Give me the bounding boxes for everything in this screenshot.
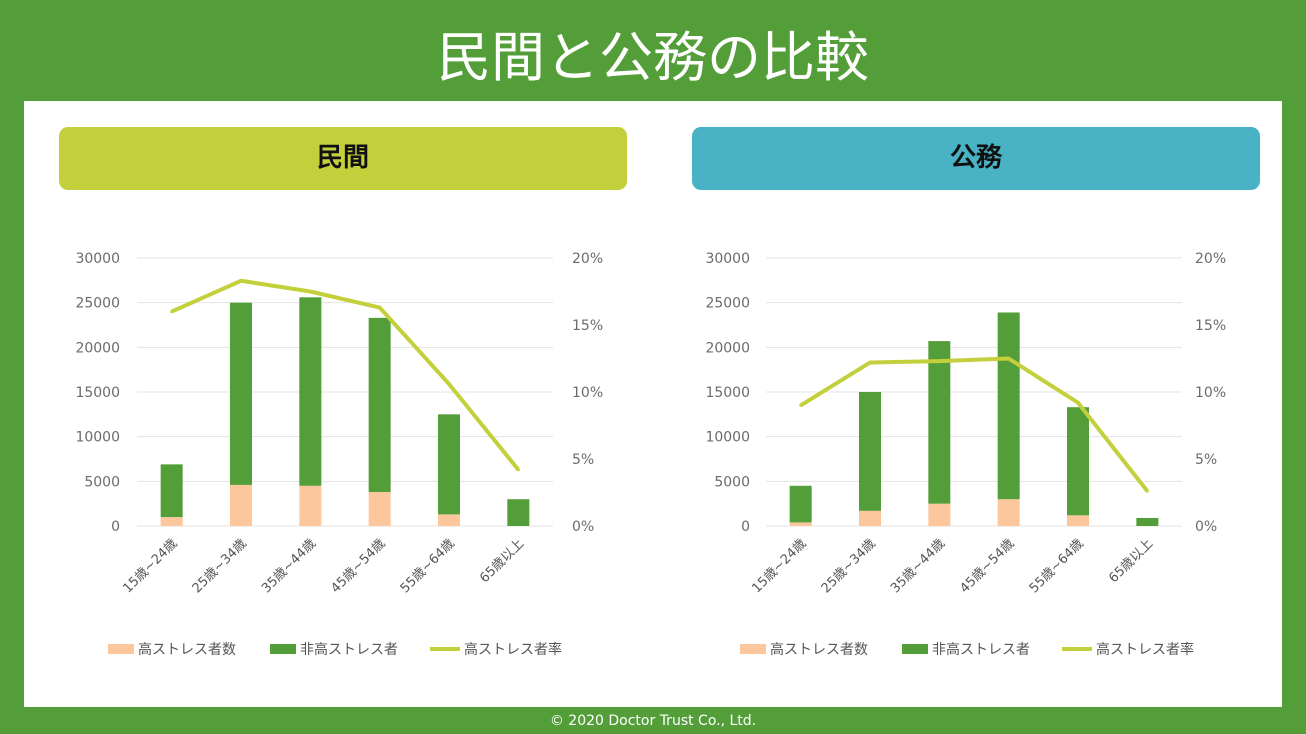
rate-line <box>170 278 520 471</box>
y-tick-label: 25000 <box>75 296 120 312</box>
rate-point <box>447 382 451 386</box>
y2-tick-label: 10% <box>572 385 603 401</box>
x-tick-label: 65歳以上 <box>1106 536 1156 586</box>
bar-high-stress <box>160 517 183 526</box>
y2-tick-label: 15% <box>572 318 603 334</box>
bar-non-high-stress <box>1136 517 1159 526</box>
rate-point <box>378 306 382 310</box>
y-tick-label: 25000 <box>705 296 750 312</box>
x-tick-label: 35歳~44歳 <box>888 536 948 596</box>
bar-non-high-stress <box>438 414 460 515</box>
rate-point <box>170 310 174 314</box>
bar-non-high-stress <box>997 312 1020 500</box>
bar-non-high-stress <box>160 464 183 518</box>
y-tick-label: 0 <box>111 519 120 535</box>
bar-non-high-stress <box>789 485 812 523</box>
y-tick-label: 10000 <box>75 430 120 446</box>
rate-point <box>1076 401 1080 405</box>
bar-high-stress <box>368 492 391 526</box>
rate-point <box>516 468 520 472</box>
bar-non-high-stress <box>299 297 322 486</box>
y-tick-label: 15000 <box>705 385 750 401</box>
bar-high-stress <box>438 514 460 526</box>
x-tick-label: 45歳~54歳 <box>957 536 1017 596</box>
bar-non-high-stress <box>507 499 530 526</box>
content-panel: 民間 公務 <box>24 101 1282 707</box>
rate-point <box>1145 489 1149 493</box>
rate-line <box>799 356 1149 493</box>
legend-label-non-high-stress: 非高ストレス者 <box>300 641 398 658</box>
y2-tick-label: 5% <box>572 452 594 468</box>
legend-swatch-non-high-stress <box>902 644 928 654</box>
bar-high-stress <box>859 510 881 526</box>
y-tick-label: 20000 <box>705 340 750 356</box>
rate-point <box>868 361 872 365</box>
y2-tick-label: 0% <box>572 519 594 535</box>
legend-swatch-non-high-stress <box>270 644 296 654</box>
x-tick-label: 55歳~64歳 <box>1027 536 1087 596</box>
y-tick-label: 5000 <box>84 474 120 490</box>
legend-label-high-stress: 高ストレス者数 <box>138 641 236 658</box>
bar-non-high-stress <box>230 302 252 485</box>
y-tick-label: 0 <box>741 519 750 535</box>
y-tick-label: 15000 <box>75 385 120 401</box>
bar-high-stress <box>1067 515 1089 526</box>
y-tick-label: 10000 <box>705 430 750 446</box>
private-sector-banner: 民間 <box>59 127 627 190</box>
y2-tick-label: 20% <box>1195 251 1226 267</box>
page-title: 民間と公務の比較 <box>437 26 869 89</box>
bar-high-stress <box>230 484 252 526</box>
legend-label-high-stress: 高ストレス者数 <box>770 641 868 658</box>
legend-swatch-high-stress <box>108 644 134 654</box>
legend-label-rate: 高ストレス者率 <box>1096 641 1194 658</box>
bar-non-high-stress <box>368 317 391 493</box>
bar-non-high-stress <box>859 392 881 511</box>
y2-tick-label: 20% <box>572 251 603 267</box>
bar-high-stress <box>928 503 951 526</box>
bar-non-high-stress <box>1067 407 1089 516</box>
rate-point <box>1007 357 1011 360</box>
legend-label-rate: 高ストレス者率 <box>464 641 562 658</box>
rate-point <box>937 359 941 363</box>
legend-swatch-high-stress <box>740 644 766 654</box>
rate-point <box>239 279 243 283</box>
y2-tick-label: 5% <box>1195 452 1217 468</box>
rate-point <box>799 403 803 407</box>
y-tick-label: 20000 <box>75 340 120 356</box>
x-tick-label: 15歳~24歳 <box>749 536 809 596</box>
y-tick-label: 30000 <box>75 251 120 267</box>
y2-tick-label: 0% <box>1195 519 1217 535</box>
copyright-footer: © 2020 Doctor Trust Co., Ltd. <box>549 713 757 729</box>
rate-point <box>308 290 312 293</box>
y2-tick-label: 10% <box>1195 385 1226 401</box>
bar-high-stress <box>789 522 812 526</box>
public-sector-banner: 公務 <box>692 127 1260 190</box>
y2-tick-label: 15% <box>1195 318 1226 334</box>
bar-high-stress <box>997 499 1020 526</box>
bar-non-high-stress <box>928 341 951 504</box>
legend-label-non-high-stress: 非高ストレス者 <box>932 641 1030 658</box>
x-tick-label: 25歳~34歳 <box>819 536 879 596</box>
y-tick-label: 5000 <box>714 474 750 490</box>
y-tick-label: 30000 <box>705 251 750 267</box>
bar-high-stress <box>299 485 322 526</box>
